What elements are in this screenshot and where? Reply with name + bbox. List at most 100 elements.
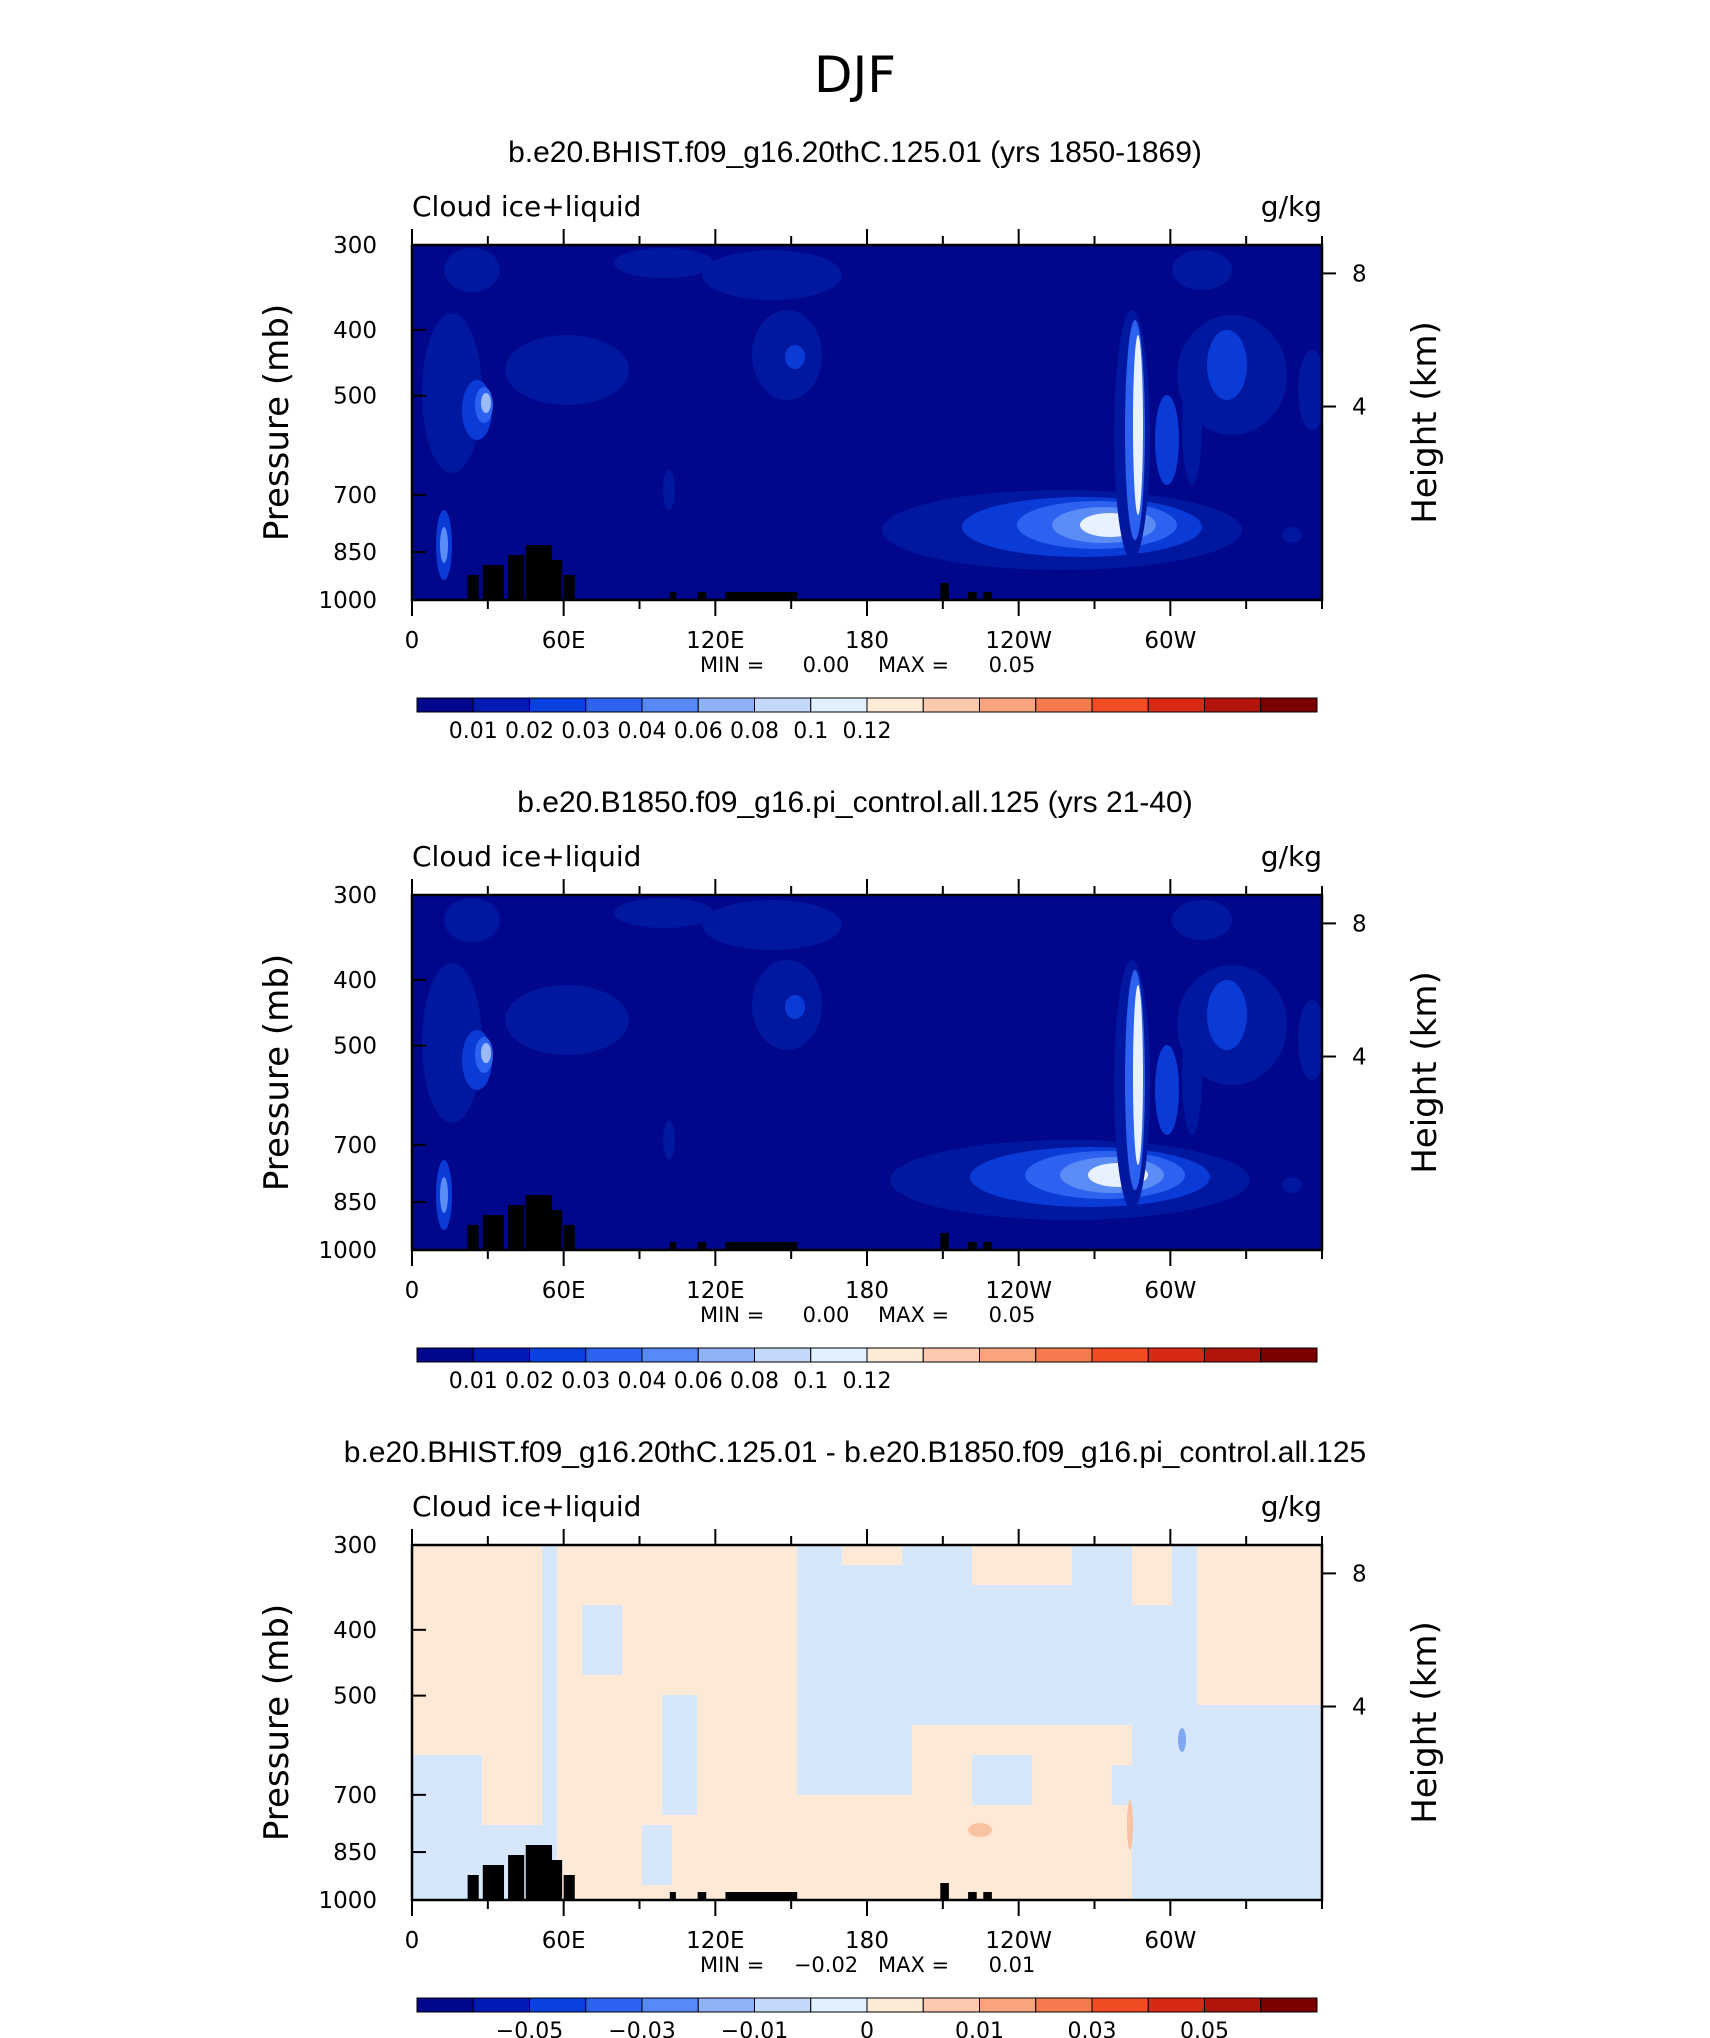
colorbar-swatch <box>810 1347 868 1363</box>
x-tick-label: 180 <box>845 1928 889 1954</box>
colorbar-swatch <box>1091 697 1149 713</box>
terrain-mask <box>940 583 949 600</box>
y-tick-label: 700 <box>333 483 377 509</box>
contour-region <box>642 1825 672 1885</box>
colorbar-swatch <box>1091 1997 1149 2013</box>
colorbar-swatch <box>979 697 1037 713</box>
terrain-mask <box>725 1242 798 1250</box>
contour-blob <box>1127 1800 1133 1850</box>
max-label: MAX = <box>878 1303 949 1327</box>
max-label: MAX = <box>878 653 949 677</box>
colorbar-swatch <box>585 1347 643 1363</box>
colorbar-swatch <box>979 1347 1037 1363</box>
terrain-mask <box>725 1892 798 1900</box>
colorbar-label: 0.04 <box>618 719 667 744</box>
colorbar-swatch <box>1204 1347 1262 1363</box>
contour-blob <box>505 335 629 405</box>
colorbar-swatch <box>810 697 868 713</box>
x-tick-label: 120W <box>985 628 1052 654</box>
y-tick-label: 400 <box>333 968 377 994</box>
contour-blob <box>481 1043 491 1063</box>
terrain-mask <box>983 1892 992 1900</box>
terrain-mask <box>525 1195 553 1250</box>
contour-region <box>412 1760 472 1900</box>
y-axis-label: Pressure (mb) <box>257 1604 297 1841</box>
colorbar-swatch <box>1260 1347 1318 1363</box>
y-tick-label: 500 <box>333 384 377 410</box>
x-tick-label: 120W <box>985 1928 1052 1954</box>
y2-axis-label: Height (km) <box>1405 971 1445 1174</box>
contour-region <box>582 1605 622 1675</box>
y-axis-label: Pressure (mb) <box>257 304 297 541</box>
contour-region <box>972 1545 1072 1585</box>
colorbar-swatch <box>754 697 812 713</box>
terrain-mask <box>467 1225 479 1250</box>
y-tick-label: 850 <box>333 540 377 566</box>
contour-blob <box>422 963 482 1123</box>
colorbar-swatch <box>1035 1347 1093 1363</box>
contour-region <box>482 1545 542 1825</box>
contour-blob <box>444 898 500 942</box>
panel-title: b.e20.B1850.f09_g16.pi_control.all.125 (… <box>517 786 1192 819</box>
colorbar-label: 0.01 <box>955 2019 1004 2038</box>
colorbar-label: 0.08 <box>730 1369 779 1394</box>
max-value: 0.05 <box>989 1303 1036 1327</box>
terrain-mask <box>525 545 553 600</box>
y-tick-label: 300 <box>333 1533 377 1559</box>
terrain-mask <box>669 1892 676 1900</box>
panel-3: b.e20.BHIST.f09_g16.20thC.125.01 - b.e20… <box>257 1436 1445 2038</box>
x-tick-label: 120E <box>686 1928 744 1954</box>
y-tick-label: 700 <box>333 1133 377 1159</box>
terrain-mask <box>525 1845 553 1900</box>
colorbar-swatch <box>641 697 699 713</box>
variable-label: Cloud ice+liquid <box>412 190 641 223</box>
y-tick-label: 500 <box>333 1034 377 1060</box>
contour-region <box>662 1695 697 1815</box>
y-tick-label: 400 <box>333 318 377 344</box>
terrain-mask <box>697 1892 707 1900</box>
min-value: 0.00 <box>803 653 850 677</box>
min-label: MIN = <box>700 1303 764 1327</box>
colorbar-swatch <box>1035 1997 1093 2013</box>
x-tick-label: 0 <box>405 628 420 654</box>
x-tick-label: 60W <box>1144 628 1196 654</box>
colorbar-swatch <box>754 1347 812 1363</box>
contour-region <box>797 1795 917 1900</box>
x-tick-label: 120E <box>686 1278 744 1304</box>
colorbar-swatch <box>529 1997 587 2013</box>
terrain-mask <box>482 565 504 600</box>
colorbar-swatch <box>922 1997 980 2013</box>
terrain-mask <box>697 1242 707 1250</box>
min-label: MIN = <box>700 653 764 677</box>
max-value: 0.05 <box>989 653 1036 677</box>
colorbar-swatch <box>641 1347 699 1363</box>
contour-blob <box>505 985 629 1055</box>
terrain-mask <box>467 575 479 600</box>
colorbar-label: 0.12 <box>843 719 892 744</box>
terrain-mask <box>482 1215 504 1250</box>
colorbar-swatch <box>1204 697 1262 713</box>
terrain-mask <box>669 1242 676 1250</box>
contour-blob <box>1178 1728 1186 1752</box>
contour-blob <box>1298 350 1322 430</box>
contour-region <box>842 1545 902 1565</box>
colorbar-swatch <box>529 697 587 713</box>
colorbar-swatch <box>697 1347 755 1363</box>
colorbar-label: 0.01 <box>449 719 498 744</box>
colorbar-label: 0.02 <box>505 1369 554 1394</box>
colorbar-label: 0.03 <box>561 1369 610 1394</box>
colorbar-swatch <box>1204 1997 1262 2013</box>
y-tick-label: 1000 <box>318 1888 377 1914</box>
contour-blob <box>1155 395 1179 485</box>
terrain-mask <box>563 575 575 600</box>
contour-blob <box>614 248 714 278</box>
colorbar-label: −0.01 <box>721 2019 788 2038</box>
panel-2: b.e20.B1850.f09_g16.pi_control.all.125 (… <box>257 786 1445 1394</box>
terrain-mask <box>508 1855 525 1900</box>
terrain-mask <box>669 592 676 600</box>
contour-blob <box>968 1823 992 1837</box>
x-tick-label: 0 <box>405 1278 420 1304</box>
colorbar-label: 0.03 <box>1068 2019 1117 2038</box>
contour-field <box>412 895 1322 1250</box>
panel-title: b.e20.BHIST.f09_g16.20thC.125.01 - b.e20… <box>344 1436 1366 1469</box>
